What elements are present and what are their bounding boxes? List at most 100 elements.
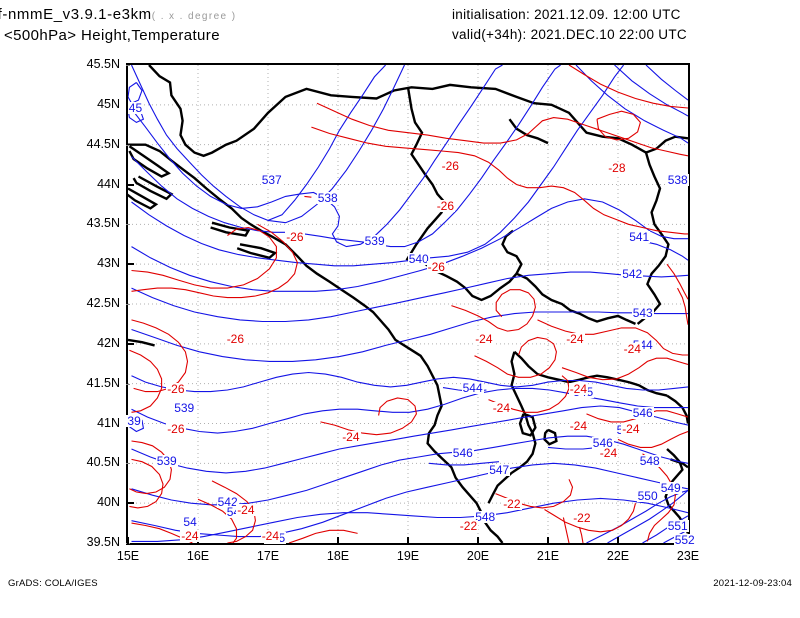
- temperature-contour-label: -24: [260, 528, 281, 543]
- x-axis-tick-mark: [337, 537, 339, 545]
- y-axis-tick-label: 42N: [97, 335, 120, 350]
- valid-time: valid(+34h): 2021.DEC.10 22:00 UTC: [452, 27, 687, 42]
- height-contour-label: 550: [636, 488, 659, 503]
- temperature-contour-label: -24: [622, 342, 642, 357]
- temperature-contour-label: -24: [568, 419, 589, 434]
- x-axis-tick-label: 23E: [676, 549, 700, 563]
- temperature-contour-label: -24: [568, 382, 589, 397]
- header-right: initialisation: 2021.12.09. 12:00 UTC va…: [452, 7, 800, 42]
- map-canvas: [128, 65, 688, 543]
- y-axis-tick-label: 42.5N: [86, 296, 120, 310]
- height-contour-label: 542: [216, 495, 239, 510]
- x-axis-tick-label: 15E: [116, 549, 140, 563]
- y-axis-tick-mark: [126, 304, 130, 305]
- height-contour-label: 548: [474, 509, 497, 524]
- level-field-title: <500hPa> Height,Temperature: [4, 27, 220, 44]
- y-axis-tick-label: 45N: [97, 96, 120, 111]
- height-contour-label: 546: [631, 405, 654, 420]
- temperature-contour-label: -26: [225, 331, 246, 346]
- height-contour-label: 543: [631, 305, 654, 320]
- height-contour-label: 39: [126, 413, 142, 428]
- temperature-contour-label: -22: [572, 511, 592, 526]
- y-axis-tick-mark: [126, 224, 130, 226]
- y-axis-tick-mark: [126, 144, 130, 146]
- height-contour-label: 544: [461, 381, 484, 396]
- temperature-contour-label: -24: [341, 429, 361, 444]
- y-axis-tick-label: 41.5N: [86, 375, 120, 390]
- y-axis-tick-label: 40N: [97, 495, 120, 510]
- map-contour-svg: [128, 65, 688, 543]
- y-axis-tick-label: 39.5N: [86, 535, 120, 549]
- x-axis-tick-label: 20E: [466, 549, 490, 563]
- x-axis-tick-mark: [617, 537, 619, 545]
- temperature-contour-label: -26: [166, 382, 186, 397]
- y-axis-tick-mark: [126, 183, 134, 186]
- height-contour-label: 542: [621, 266, 644, 281]
- y-axis-tick-mark: [126, 463, 130, 465]
- x-axis-tick-label: 22E: [606, 549, 630, 563]
- height-contour-label: 549: [659, 480, 682, 495]
- y-axis-tick-label: 41N: [97, 415, 120, 430]
- height-contour-label: 538: [666, 172, 689, 187]
- height-contour-label: 546: [451, 445, 474, 460]
- y-axis-tick-label: 40.5N: [86, 455, 120, 470]
- temperature-contour-label: -22: [458, 519, 479, 534]
- x-axis-tick-label: 17E: [256, 549, 280, 563]
- x-axis-tick-label: 18E: [326, 549, 350, 563]
- model-title: -f-nmmE_v3.9.1-e3km: [0, 6, 152, 23]
- temperature-contour-label: -26: [166, 421, 186, 436]
- y-axis-tick-mark: [126, 65, 130, 66]
- height-contour-label: 539: [173, 401, 196, 416]
- y-axis-tick-label: 43.5N: [86, 216, 120, 231]
- x-axis-tick-mark: [407, 537, 409, 545]
- y-axis-tick-mark: [126, 383, 130, 385]
- height-contour-label: 551: [666, 519, 689, 534]
- height-contour-label: 540: [407, 252, 430, 267]
- height-contour-label: 541: [628, 229, 651, 244]
- x-axis-tick-label: 21E: [536, 549, 560, 563]
- height-contour-label: 547: [488, 463, 511, 478]
- x-axis-tick-mark: [127, 537, 129, 545]
- x-axis-tick-label: 16E: [186, 549, 210, 563]
- temperature-contour-label: -26: [440, 158, 460, 173]
- height-contour-label: 546: [591, 436, 614, 451]
- model-title-line: -f-nmmE_v3.9.1-e3km( . x . degree ): [0, 6, 422, 23]
- temperature-contour-label: -24: [236, 503, 256, 518]
- height-contour-label: 45: [127, 100, 144, 115]
- footer-credit: GrADS: COLA/IGES: [8, 578, 98, 589]
- temperature-contour-label: -22: [502, 496, 522, 511]
- temperature-contour-label: -26: [285, 229, 305, 244]
- y-axis-tick-label: 44.5N: [86, 136, 120, 151]
- temperature-contour-label: -26: [435, 198, 456, 213]
- y-axis-tick-label: 43N: [97, 256, 120, 271]
- y-axis-tick-mark: [126, 263, 134, 266]
- header-left: -f-nmmE_v3.9.1-e3km( . x . degree ) <500…: [0, 6, 422, 44]
- map-plot-frame: [126, 63, 690, 545]
- height-contour-label: 539: [155, 453, 178, 468]
- temperature-contour-label: -24: [474, 331, 494, 346]
- temperature-contour-label: -24: [621, 421, 641, 436]
- height-contour-label: 548: [638, 453, 661, 468]
- x-axis-tick-mark: [547, 537, 549, 545]
- x-axis-tick-mark: [477, 537, 479, 545]
- height-contour-label: 539: [363, 233, 386, 248]
- x-axis-tick-label: 19E: [396, 549, 420, 563]
- y-axis-tick-label: 45.5N: [86, 57, 120, 71]
- y-axis-tick-mark: [126, 342, 134, 345]
- model-units: ( . x . degree ): [151, 11, 237, 22]
- temperature-contour-label: -28: [607, 160, 627, 175]
- temperature-contour-label: -24: [565, 331, 585, 346]
- temperature-contour-label: -24: [598, 445, 619, 460]
- y-axis-tick-mark: [126, 502, 134, 505]
- temperature-contour-label: -26: [426, 260, 446, 275]
- y-axis-tick-label: 44N: [97, 176, 120, 191]
- temperature-contour-label: -24: [491, 401, 512, 416]
- height-contour-label: 538: [316, 190, 339, 205]
- initialisation-time: initialisation: 2021.12.09. 12:00 UTC: [452, 7, 681, 22]
- height-contour-label: 54: [182, 515, 198, 530]
- temperature-contour-label: -24: [180, 528, 200, 543]
- height-contour-label: 552: [673, 532, 696, 547]
- height-contour-label: 537: [260, 173, 283, 188]
- footer-timestamp: 2021-12-09-23:04: [713, 578, 792, 589]
